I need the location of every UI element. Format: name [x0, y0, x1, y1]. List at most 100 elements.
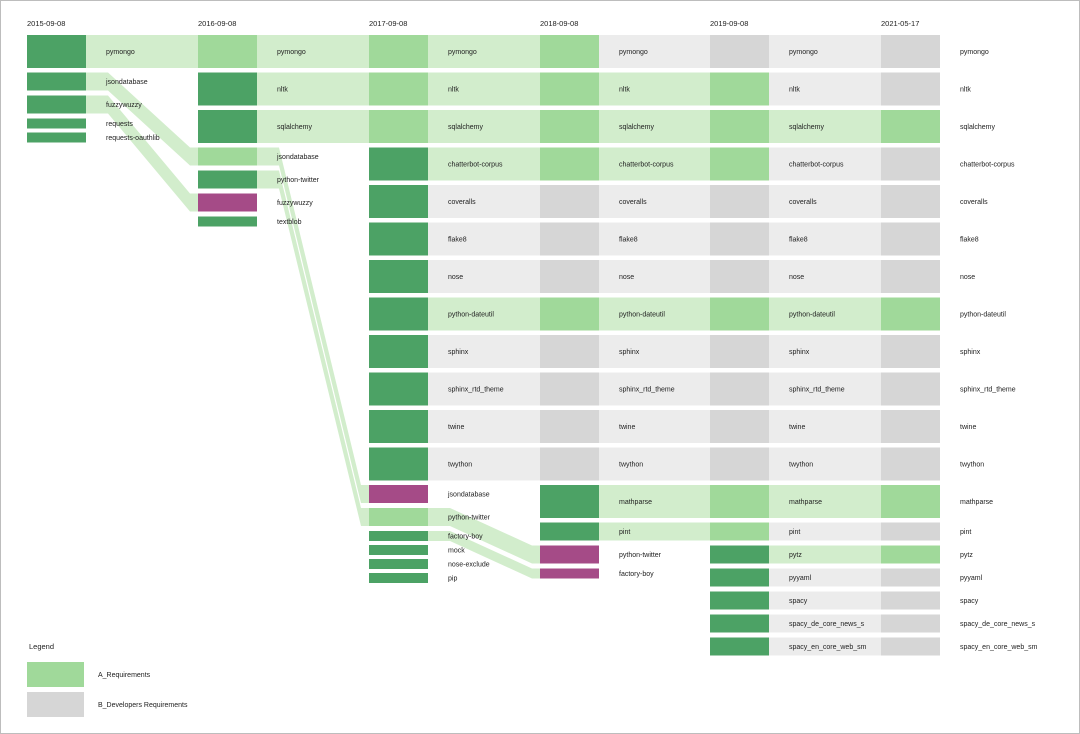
package-label: sphinx_rtd_theme: [619, 387, 675, 394]
package-label: twython: [619, 462, 643, 469]
package-label: python-dateutil: [789, 312, 835, 319]
node-python-dateutil: [881, 297, 940, 331]
node-requests-oauthlib: [27, 132, 86, 143]
package-label: factory-boy: [448, 534, 483, 541]
node-pyyaml: [710, 568, 769, 587]
package-label: python-twitter: [277, 177, 320, 184]
node-coveralls: [369, 185, 428, 218]
node-spacy-de-core-news-s: [710, 614, 769, 633]
package-label: spacy_de_core_news_s: [960, 621, 1036, 628]
package-label: pyyaml: [789, 575, 812, 582]
snapshot-date: 2015-09-08: [27, 19, 65, 28]
package-label: sqlalchemy: [619, 124, 655, 131]
package-label: fuzzywuzzy: [277, 200, 313, 207]
package-label: spacy: [789, 598, 808, 605]
flow-bands-layer: [86, 35, 881, 656]
package-label: jsondatabase: [105, 79, 148, 86]
node-sqlalchemy: [710, 110, 769, 143]
package-label: pint: [619, 529, 630, 536]
package-label: pytz: [789, 552, 802, 559]
package-label: flake8: [448, 237, 467, 244]
flow-band-twine: [428, 410, 540, 443]
node-sqlalchemy: [881, 110, 940, 143]
package-label: twine: [789, 424, 805, 431]
node-pymongo: [540, 35, 599, 68]
node-sphinx-rtd-theme: [369, 372, 428, 406]
node-sqlalchemy: [540, 110, 599, 143]
node-nose: [540, 260, 599, 293]
flow-band-spacy: [769, 591, 881, 610]
snapshot-date: 2018-09-08: [540, 19, 578, 28]
node-python-twitter: [369, 508, 428, 526]
node-coveralls: [710, 185, 769, 218]
flow-link-jsondatabase: [86, 72, 198, 166]
node-coveralls: [881, 185, 940, 218]
node-coveralls: [540, 185, 599, 218]
legend-swatch-b-developers-requirements: [27, 692, 84, 717]
flow-band-pytz: [769, 545, 881, 564]
flow-band-twine: [769, 410, 881, 443]
node-python-twitter: [198, 170, 257, 189]
node-fuzzywuzzy: [198, 193, 257, 212]
node-flake8: [710, 222, 769, 256]
node-spacy-en-core-web-sm: [710, 637, 769, 656]
node-factory-boy: [540, 568, 599, 579]
package-label: spacy: [960, 598, 979, 605]
flow-band-twython: [599, 447, 710, 481]
node-chatterbot-corpus: [540, 147, 599, 181]
node-spacy-en-core-web-sm: [881, 637, 940, 656]
flow-link-python-twitter: [257, 170, 369, 526]
flow-band-sphinx-rtd-theme: [769, 372, 881, 406]
node-nltk: [710, 72, 769, 106]
node-twine: [710, 410, 769, 443]
snapshot-date: 2016-09-08: [198, 19, 236, 28]
flow-band-nose: [599, 260, 710, 293]
node-pymongo: [369, 35, 428, 68]
package-label: nose: [960, 274, 975, 281]
package-label: spacy_en_core_web_sm: [960, 644, 1038, 651]
legend-label: B_Developers Requirements: [98, 702, 188, 709]
package-label: requests: [106, 121, 133, 128]
package-label: chatterbot-corpus: [619, 162, 674, 169]
package-label: sqlalchemy: [960, 124, 996, 131]
flow-band-sqlalchemy: [599, 110, 710, 143]
node-pint: [540, 522, 599, 541]
node-twine: [881, 410, 940, 443]
flow-band-chatterbot-corpus: [428, 147, 540, 181]
flow-band-sqlalchemy: [769, 110, 881, 143]
package-label: twine: [448, 424, 464, 431]
flow-band-chatterbot-corpus: [769, 147, 881, 181]
package-label: pymongo: [789, 49, 818, 56]
flow-band-sqlalchemy: [257, 110, 369, 143]
package-label: pyyaml: [960, 575, 983, 582]
node-factory-boy: [369, 531, 428, 541]
package-label: jsondatabase: [447, 492, 490, 499]
flow-band-mathparse: [769, 485, 881, 518]
flow-band-python-dateutil: [428, 297, 540, 331]
package-label: chatterbot-corpus: [960, 162, 1015, 169]
node-sphinx-rtd-theme: [710, 372, 769, 406]
node-pyyaml: [881, 568, 940, 587]
flow-band-mathparse: [599, 485, 710, 518]
node-pytz: [881, 545, 940, 564]
package-label: coveralls: [789, 199, 817, 206]
node-fuzzywuzzy: [27, 95, 86, 114]
flow-band-nltk: [769, 72, 881, 106]
node-sphinx: [710, 335, 769, 368]
flow-band-nltk: [257, 72, 369, 106]
node-nose: [369, 260, 428, 293]
package-label: chatterbot-corpus: [448, 162, 503, 169]
flow-band-sphinx-rtd-theme: [428, 372, 540, 406]
node-pip: [369, 573, 428, 583]
package-label: sphinx: [448, 349, 469, 356]
package-label: mathparse: [960, 499, 993, 506]
flow-band-nltk: [428, 72, 540, 106]
flow-band-twython: [428, 447, 540, 481]
node-python-dateutil: [369, 297, 428, 331]
node-twython: [881, 447, 940, 481]
flow-band-nose: [428, 260, 540, 293]
node-jsondatabase: [369, 485, 428, 503]
flow-band-pymongo: [428, 35, 540, 68]
flow-band-flake8: [428, 222, 540, 256]
